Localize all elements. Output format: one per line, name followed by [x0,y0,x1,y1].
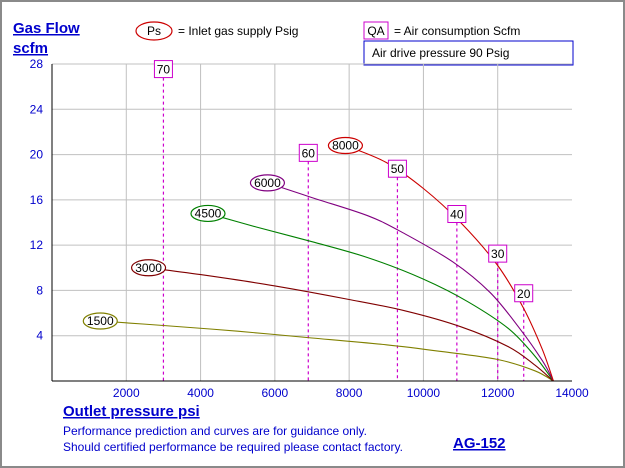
air-consumption-label-30: 30 [491,247,505,261]
qa-legend-box [363,21,389,40]
x-tick-label: 2000 [113,386,140,400]
y-tick-label: 20 [30,148,44,162]
inlet-pressure-label-1500: 1500 [87,314,114,328]
air-consumption-badge-70 [153,60,173,79]
inlet-pressure-label-6000: 6000 [254,176,281,190]
curve-8000 [345,145,554,382]
y-tick-label: 8 [36,283,43,297]
air-consumption-badge-40 [447,205,467,223]
qa-legend-badge: QA [367,24,384,38]
ps-legend-text: = Inlet gas supply Psig [178,24,298,38]
ps-legend-badge: Ps [147,24,161,38]
inlet-pressure-label-4500: 4500 [195,206,222,220]
air-consumption-badge-20 [514,284,534,303]
air-consumption-badge-30 [488,244,508,263]
ps-legend-ellipse [135,21,173,41]
air-consumption-badge-60 [298,143,318,162]
disclaimer-line2: Should certified performance be required… [63,440,403,454]
air-consumption-label-40: 40 [450,208,464,222]
x-tick-label: 10000 [407,386,441,400]
plot-axes [51,64,572,382]
pressure-curves [100,145,554,382]
air-consumption-label-60: 60 [302,146,316,160]
air-consumption-badge-50 [387,159,407,178]
curve-3000 [148,267,554,382]
x-tick-label: 4000 [187,386,214,400]
drive-pressure-text: Air drive pressure 90 Psig [372,46,509,60]
curve-6000 [267,182,554,382]
drive-pressure-box [363,40,574,66]
y-tick-label: 12 [30,238,44,252]
qa-legend-text: = Air consumption Scfm [394,24,520,38]
y-tick-label: 4 [36,329,43,343]
x-tick-label: 14000 [555,386,589,400]
inlet-pressure-ellipse-6000 [249,174,286,192]
model-code: AG-152 [453,435,506,452]
y-axis-title-line2: scfm [13,40,48,57]
inlet-pressure-labels: 1500 3000 4500 6000 8000 [82,136,364,330]
air-consumption-labels: 70 60 50 40 30 20 [153,60,534,303]
inlet-pressure-ellipse-1500 [82,312,118,330]
inlet-pressure-ellipse-4500 [190,204,226,223]
y-tick-label: 28 [30,57,44,71]
air-consumption-label-20: 20 [517,287,531,301]
x-tick-label: 6000 [262,386,289,400]
y-tick-label: 24 [30,102,44,116]
curve-1500 [100,320,554,382]
air-consumption-lines [162,77,525,381]
inlet-pressure-label-8000: 8000 [332,139,359,153]
inlet-pressure-ellipse-8000 [327,136,364,155]
air-consumption-label-50: 50 [391,162,405,176]
disclaimer-line1: Performance prediction and curves are fo… [63,424,367,438]
inlet-pressure-label-3000: 3000 [135,261,162,275]
y-axis-title-line1: Gas Flow [13,20,80,37]
x-axis-title: Outlet pressure psi [63,403,200,420]
inlet-pressure-ellipse-3000 [130,259,167,277]
grid-lines [52,63,572,381]
x-tick-label: 8000 [336,386,363,400]
tick-labels: 2000 4000 6000 8000 10000 12000 14000 4 8 12 16 20 2… [30,57,589,400]
x-tick-label: 12000 [481,386,515,400]
y-tick-label: 16 [30,193,44,207]
curve-4500 [207,212,554,382]
air-consumption-label-70: 70 [157,63,171,77]
